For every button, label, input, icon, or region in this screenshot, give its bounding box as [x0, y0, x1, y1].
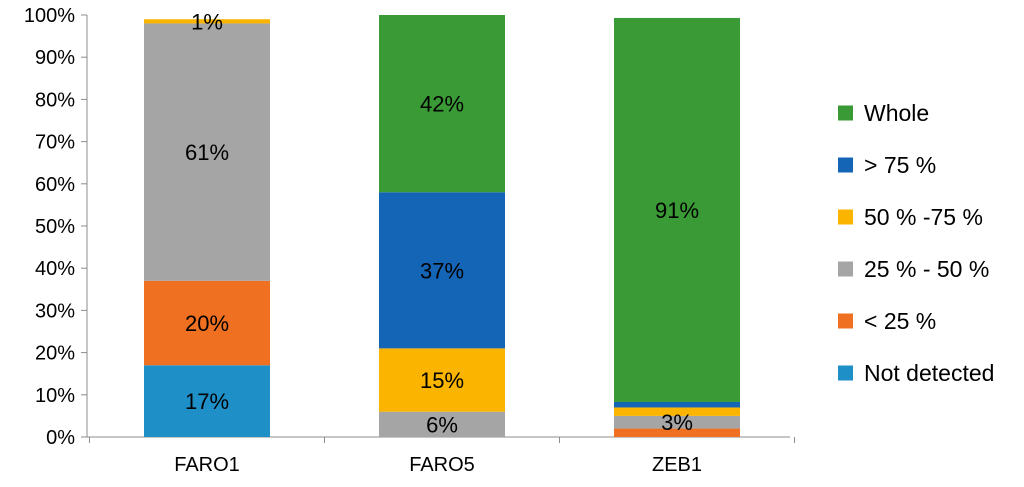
legend-swatch	[838, 365, 853, 381]
bar-segment-faro5-whole	[379, 15, 505, 193]
y-tick-label: 30%	[35, 300, 75, 322]
legend: Whole > 75 % 50 % -75 % 25 % - 50 % < 25 % No…	[838, 100, 994, 386]
bar-segment-zeb1-50-75	[614, 407, 740, 416]
legend-swatch	[838, 157, 853, 173]
data-label: 91%	[655, 198, 699, 223]
data-label: 17%	[185, 389, 229, 414]
bar-segment-faro1-25-50	[144, 23, 270, 281]
data-label: 3%	[661, 410, 693, 435]
plot-area: 0% 10% 20% 30% 40% 50% 60% 70% 80% 90% 100% FARO1 FA…	[24, 5, 795, 476]
legend-swatch	[838, 313, 853, 329]
bar-segment-faro5-75	[379, 192, 505, 349]
y-tick-label: 100%	[24, 5, 75, 27]
data-label: 61%	[185, 140, 229, 165]
x-category-label: FARO1	[174, 454, 240, 476]
y-tick-label: 40%	[35, 258, 75, 280]
x-category-label: ZEB1	[652, 454, 702, 476]
bar-segment-faro1-not-detected	[144, 365, 270, 437]
bar-segment-zeb1-25	[614, 428, 740, 437]
data-label: 37%	[420, 258, 464, 283]
bar-segment-faro5-25-50	[379, 411, 505, 437]
legend-label: Not detected	[864, 360, 994, 386]
data-label: 6%	[426, 412, 458, 437]
legend-label: > 75 %	[864, 152, 936, 178]
legend-label: 25 % - 50 %	[864, 256, 989, 282]
y-tick-label: 60%	[35, 174, 75, 196]
bar-segment-zeb1-whole	[614, 17, 740, 402]
y-tick-label: 70%	[35, 132, 75, 154]
legend-label: 50 % -75 %	[864, 204, 983, 230]
bar-segment-zeb1-75	[614, 401, 740, 408]
y-tick-label: 50%	[35, 216, 75, 238]
data-label: 15%	[420, 368, 464, 393]
legend-swatch	[838, 209, 853, 225]
x-category-label: FARO5	[409, 454, 475, 476]
data-label: 42%	[420, 92, 464, 117]
bar-segment-zeb1-25-50	[614, 415, 740, 429]
legend-label: Whole	[864, 100, 929, 126]
y-tick-label: 80%	[35, 89, 75, 111]
data-label: 1%	[191, 9, 223, 34]
legend-label: < 25 %	[864, 308, 936, 334]
y-tick-label: 10%	[35, 385, 75, 407]
bar-segment-faro5-50-75	[379, 348, 505, 412]
bar-segment-faro1-25	[144, 280, 270, 366]
y-tick-label: 20%	[35, 343, 75, 365]
legend-swatch	[838, 261, 853, 277]
bar-segment-faro1-50-75	[144, 19, 270, 24]
legend-swatch	[838, 105, 853, 121]
y-tick-label: 0%	[46, 427, 75, 449]
y-tick-label: 90%	[35, 47, 75, 69]
data-label: 20%	[185, 311, 229, 336]
